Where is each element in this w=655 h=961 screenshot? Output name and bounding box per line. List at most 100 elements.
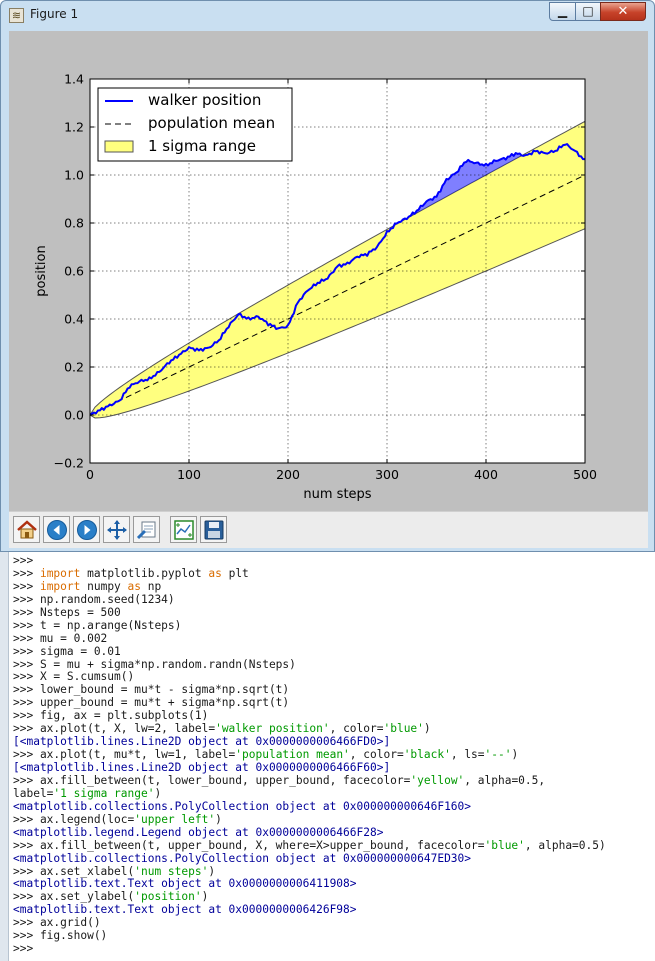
console-line: >>> import matplotlib.pyplot as plt (13, 566, 606, 581)
console-token: label= (13, 786, 54, 800)
x-tick-label: 300 (375, 467, 399, 482)
title-bar[interactable]: ≋ Figure 1 ▁ □ ✕ (1, 1, 654, 29)
console-token: 'blue' (383, 722, 424, 736)
forward-button[interactable] (73, 516, 100, 543)
console-token: >>> ax.grid() (13, 916, 101, 930)
home-button[interactable] (13, 516, 40, 543)
console-token: >>> np.random.seed(1234) (13, 592, 175, 606)
pan-arrows-icon (106, 519, 127, 540)
console-token: 'position' (134, 890, 202, 904)
console-line: <matplotlib.collections.PolyCollection o… (13, 800, 606, 814)
y-tick-label: 1.0 (64, 168, 84, 183)
zoom-button[interactable] (133, 516, 160, 543)
console-token: , alpha=0.5) (524, 838, 606, 852)
console-line: >>> X = S.cumsum() (13, 670, 606, 684)
configure-subplots-button[interactable] (170, 516, 197, 543)
home-icon (16, 519, 37, 538)
legend-swatch-band (104, 140, 134, 153)
x-tick-label: 500 (573, 467, 597, 482)
console-token: <matplotlib.legend.Legend object at 0x00… (13, 825, 384, 839)
console-token: , alpha=0.5, (464, 773, 546, 787)
console-token: , color= (329, 722, 384, 736)
walker-position-line (89, 143, 586, 416)
console-token: 'walker position' (215, 722, 330, 736)
console-line: >>> ax.legend(loc='upper left') (13, 812, 606, 827)
console-line: >>> Nsteps = 500 (13, 605, 606, 620)
y-tick-label: −0.2 (54, 456, 84, 471)
console-line: >>> upper_bound = mu*t + sigma*np.sqrt(t… (13, 696, 606, 710)
console-line: >>> mu = 0.002 (13, 632, 606, 646)
console-token: >>> t = np.arange(Nsteps) (13, 618, 182, 632)
forward-arrow-icon (76, 519, 97, 540)
console-line: [<matplotlib.lines.Line2D object at 0x00… (13, 735, 606, 749)
y-axis-label: position (34, 245, 49, 297)
console-token: 'blue' (484, 838, 525, 852)
console-line: >>> ax.plot(t, mu*t, lw=1, label='popula… (13, 748, 606, 762)
console-line: >>> (13, 554, 606, 568)
console-line: >>> ax.fill_between(t, upper_bound, X, w… (13, 838, 606, 853)
console-token: as (208, 566, 222, 580)
window-title: Figure 1 (30, 7, 79, 21)
console-token: >>> ax.fill_between(t, lower_bound, uppe… (13, 773, 411, 787)
console-token: >>> fig.show() (13, 929, 108, 943)
save-button[interactable] (200, 516, 227, 543)
console-line: >>> ax.grid() (13, 916, 606, 930)
navigation-toolbar (9, 511, 648, 548)
console-token: ) (201, 890, 209, 904)
console-token: ) (423, 722, 431, 736)
close-icon: ✕ (617, 4, 629, 19)
console-line: >>> S = mu + sigma*np.random.randn(Nstep… (13, 658, 606, 672)
console-token: >>> X = S.cumsum() (13, 670, 135, 684)
minimize-icon: ▁ (557, 4, 568, 18)
y-tick-label: 0.0 (64, 408, 84, 423)
back-button[interactable] (43, 516, 70, 543)
legend-label: walker position (148, 91, 261, 109)
y-tick-label: 0.2 (64, 360, 84, 375)
plot: 0 100 200 300 400 500 −0.2 0.0 0.2 0.4 0.6 0.8 1.0 1.… (34, 72, 597, 503)
console-token: matplotlib.pyplot (80, 566, 209, 580)
figure-window: ≋ Figure 1 ▁ □ ✕ 0 100 200 300 400 500 −0.2 0.0… (0, 0, 655, 552)
pan-button[interactable] (103, 516, 130, 543)
matplotlib-app-icon: ≋ (9, 8, 24, 23)
maximize-button[interactable]: □ (575, 2, 601, 21)
close-button[interactable]: ✕ (600, 2, 646, 21)
console-token: >>> (13, 942, 34, 956)
population-mean-line (89, 174, 586, 416)
x-tick-label: 0 (86, 467, 94, 482)
ticks: 0 100 200 300 400 500 −0.2 0.0 0.2 0.4 0.6 0.8 1.0 1.… (54, 72, 597, 483)
console-line: >>> t = np.arange(Nsteps) (13, 618, 606, 633)
x-axis-label: num steps (303, 487, 371, 502)
console-token: '1 sigma range' (53, 786, 155, 800)
console-token: ) (154, 786, 162, 800)
back-arrow-icon (46, 519, 67, 540)
console-token: >>> sigma = 0.01 (13, 644, 121, 658)
legend: walker position population mean 1 sigma ra… (97, 87, 293, 162)
console-token: np (141, 579, 162, 593)
console-output: >>> >>> import matplotlib.pyplot as plt >… (13, 554, 606, 956)
console-line: <matplotlib.text.Text object at 0x000000… (13, 877, 606, 891)
console-line: >>> ax.fill_between(t, lower_bound, uppe… (13, 773, 606, 788)
console-token: >>> (13, 554, 40, 567)
console-line: >>> lower_bound = mu*t - sigma*np.sqrt(t… (13, 683, 606, 697)
console-token: >>> ax.plot(t, X, lw=2, label= (13, 722, 216, 736)
console-line: >>> import numpy as np (13, 579, 606, 594)
console-line: >>> np.random.seed(1234) (13, 592, 606, 607)
y-tick-label: 0.6 (64, 264, 84, 279)
console-line: >>> fig, ax = plt.subplots(1) (13, 709, 606, 723)
console-token: >>> Nsteps = 500 (13, 605, 121, 619)
python-console[interactable]: >>> >>> import matplotlib.pyplot as plt >… (0, 552, 655, 961)
above-band-fill (394, 153, 522, 226)
console-token: >>> ax.legend(loc= (13, 812, 135, 826)
minimize-button[interactable]: ▁ (549, 2, 576, 21)
console-token: ) (215, 812, 222, 826)
console-token: >>> (13, 566, 40, 580)
console-line: <matplotlib.text.Text object at 0x000000… (13, 903, 606, 917)
console-line: >>> sigma = 0.01 (13, 644, 606, 659)
console-line: <matplotlib.legend.Legend object at 0x00… (13, 825, 606, 840)
console-line: >>> fig.show() (13, 929, 606, 943)
console-token: <matplotlib.text.Text object at 0x000000… (13, 903, 357, 917)
figure-canvas[interactable]: 0 100 200 300 400 500 −0.2 0.0 0.2 0.4 0.6 0.8 1.0 1.… (9, 31, 648, 511)
console-gutter (0, 552, 9, 961)
console-line: label='1 sigma range') (13, 786, 606, 801)
y-tick-label: 0.8 (64, 216, 84, 231)
